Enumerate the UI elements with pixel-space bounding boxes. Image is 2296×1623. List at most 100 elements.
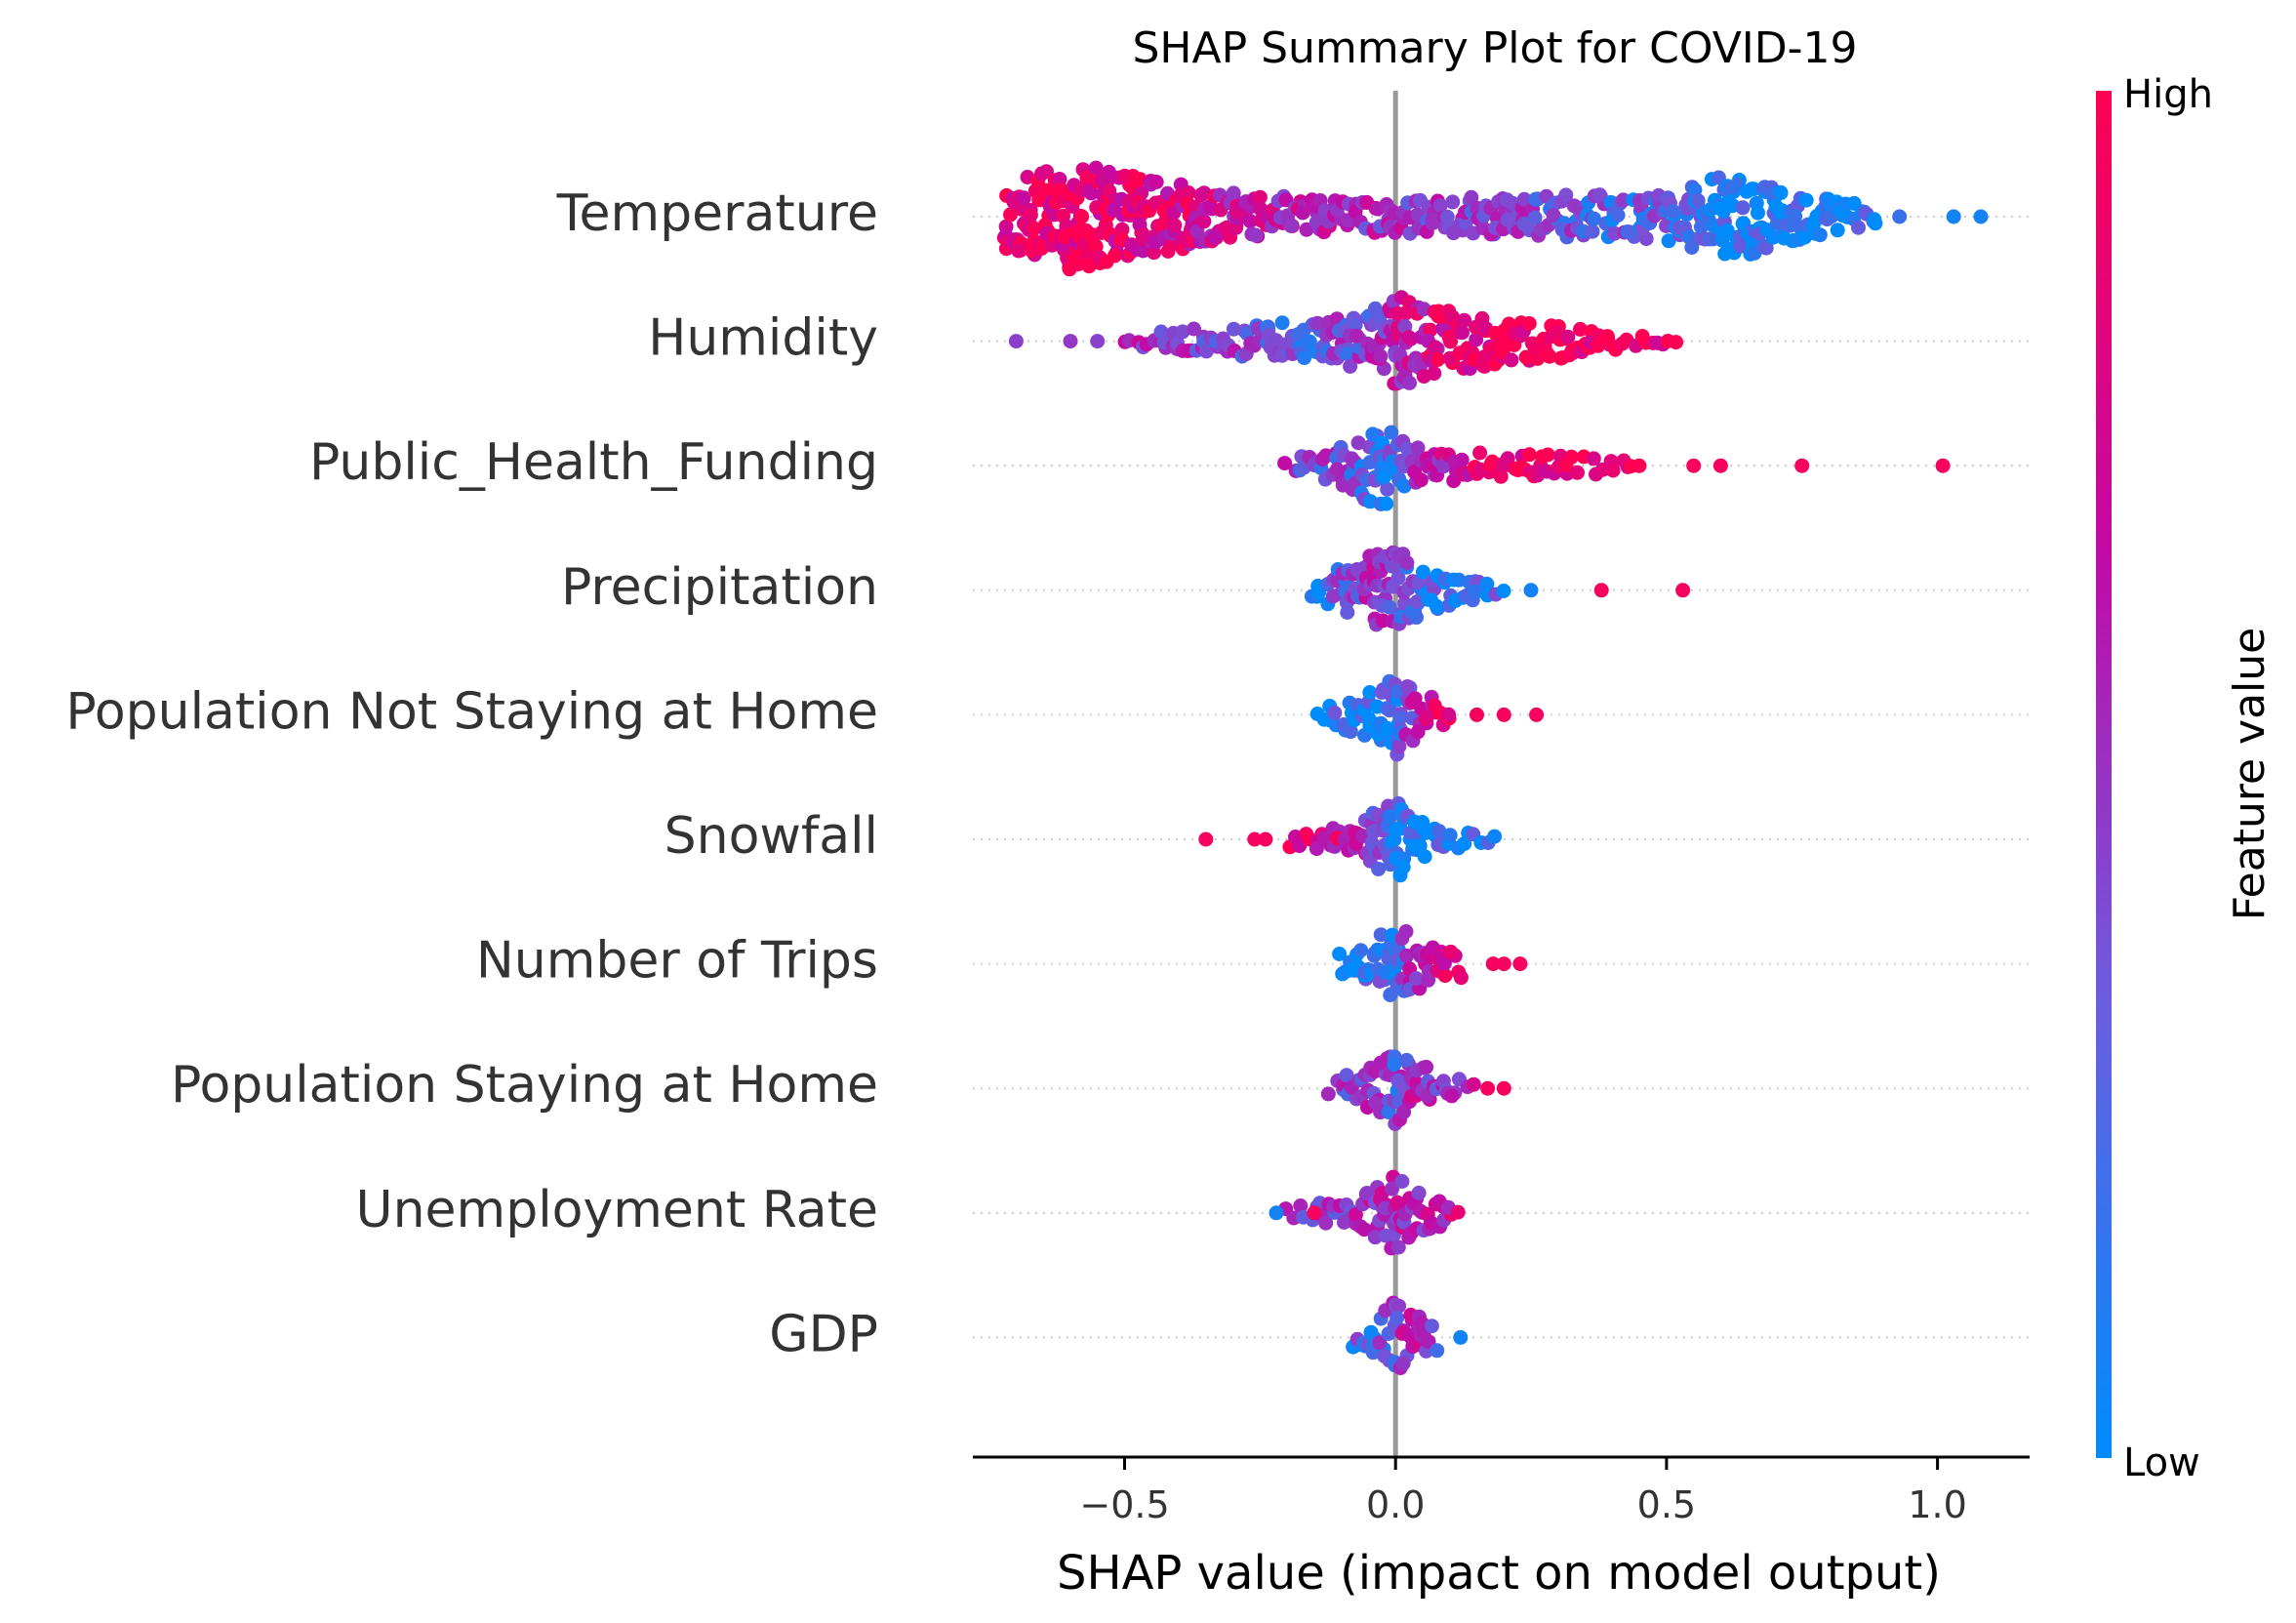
shap-point <box>1600 331 1616 346</box>
shap-point <box>1437 968 1453 984</box>
shap-point <box>1356 1222 1372 1238</box>
feature-label: Public_Health_Funding <box>309 433 878 492</box>
shap-point <box>1413 472 1429 488</box>
shap-point <box>1390 1311 1405 1325</box>
shap-point <box>1383 988 1398 1002</box>
shap-point <box>1758 240 1774 256</box>
shap-point <box>1392 710 1408 726</box>
shap-point <box>1457 312 1472 328</box>
chart-title: SHAP Summary Plot for COVID-19 <box>1132 23 1857 73</box>
shap-point <box>1396 478 1412 494</box>
shap-points <box>996 160 1989 1376</box>
shap-point <box>1798 192 1814 208</box>
shap-point <box>1340 346 1354 362</box>
shap-point <box>1466 1076 1481 1092</box>
shap-point <box>1851 220 1866 235</box>
shap-point <box>1411 1185 1427 1200</box>
shap-point <box>1003 207 1018 223</box>
shap-point <box>1083 185 1099 201</box>
shap-point <box>1079 257 1095 272</box>
shap-point <box>1496 1080 1511 1096</box>
shap-point <box>1175 324 1190 340</box>
shap-point <box>1016 190 1031 206</box>
shap-point <box>1504 352 1519 368</box>
shap-point <box>1546 208 1561 223</box>
shap-point <box>1469 332 1484 347</box>
shap-point <box>1570 465 1585 480</box>
shap-point <box>1277 456 1293 471</box>
shap-point <box>1371 861 1387 876</box>
shap-point <box>1424 1319 1439 1334</box>
shap-point <box>1399 1052 1415 1068</box>
shap-point <box>1226 185 1241 201</box>
shap-point <box>1427 366 1442 382</box>
shap-point <box>1385 1181 1399 1197</box>
shap-point <box>1430 1343 1445 1359</box>
shap-point <box>1512 956 1528 972</box>
shap-point <box>1733 238 1749 254</box>
shap-point <box>1181 185 1196 200</box>
shap-point <box>1830 223 1845 238</box>
shap-point <box>1242 214 1258 228</box>
shap-point <box>1425 212 1440 227</box>
shap-point <box>1339 1068 1354 1083</box>
shap-point <box>1586 451 1601 467</box>
shap-point <box>1442 828 1458 843</box>
shap-point <box>1385 833 1400 849</box>
shap-point <box>1135 243 1150 259</box>
shap-point <box>1198 832 1214 847</box>
shap-point <box>1297 350 1312 366</box>
shap-point <box>1373 348 1389 364</box>
shap-point <box>1735 200 1751 216</box>
shap-point <box>1496 584 1511 598</box>
shap-point <box>1027 221 1042 236</box>
feature-row-guides <box>973 216 2030 1339</box>
colorbar <box>2096 91 2112 1458</box>
shap-point <box>1372 309 1388 325</box>
x-tick-label: 1.0 <box>1908 1483 1966 1526</box>
shap-point <box>1560 329 1576 345</box>
shap-point <box>1455 325 1470 341</box>
shap-point <box>1429 598 1444 614</box>
shap-point <box>1309 841 1324 857</box>
shap-point <box>1419 1059 1434 1075</box>
shap-point <box>1669 335 1684 350</box>
shap-point <box>1690 193 1706 209</box>
shap-point <box>1454 452 1470 467</box>
shap-point <box>1439 209 1455 224</box>
shap-point <box>1252 189 1268 205</box>
shap-point <box>1087 238 1103 253</box>
shap-point <box>1382 809 1397 825</box>
shap-point <box>1013 243 1027 259</box>
shap-point <box>1402 375 1417 390</box>
shap-point <box>1496 707 1511 722</box>
shap-point <box>1444 1088 1460 1104</box>
shap-point <box>1518 349 1534 365</box>
shap-point <box>1973 209 1989 224</box>
shap-point <box>1712 458 1728 473</box>
shap-point <box>1587 211 1601 226</box>
shap-point <box>1605 463 1621 478</box>
shap-point <box>1365 426 1381 442</box>
shap-point <box>1631 458 1647 473</box>
shap-point <box>1479 576 1495 591</box>
shap-point <box>1564 449 1579 465</box>
feature-label: Population Not Staying at Home <box>65 682 878 741</box>
shap-point <box>1529 707 1545 722</box>
feature-label: Population Staying at Home <box>171 1056 878 1115</box>
shap-point <box>1453 1329 1469 1345</box>
colorbar-title: Feature value <box>2225 628 2275 920</box>
shap-point <box>1395 1356 1411 1371</box>
shap-point <box>1540 447 1555 463</box>
shap-point <box>1327 705 1343 720</box>
shap-point <box>1410 440 1426 456</box>
shap-point <box>1307 1205 1322 1221</box>
shap-point <box>1558 187 1574 203</box>
shap-point <box>1423 322 1438 338</box>
feature-label: Temperature <box>556 184 878 243</box>
shap-point <box>1458 216 1473 231</box>
shap-point <box>1523 583 1539 598</box>
shap-point <box>1542 348 1557 364</box>
shap-point <box>1472 445 1488 461</box>
shap-point <box>1675 583 1691 598</box>
